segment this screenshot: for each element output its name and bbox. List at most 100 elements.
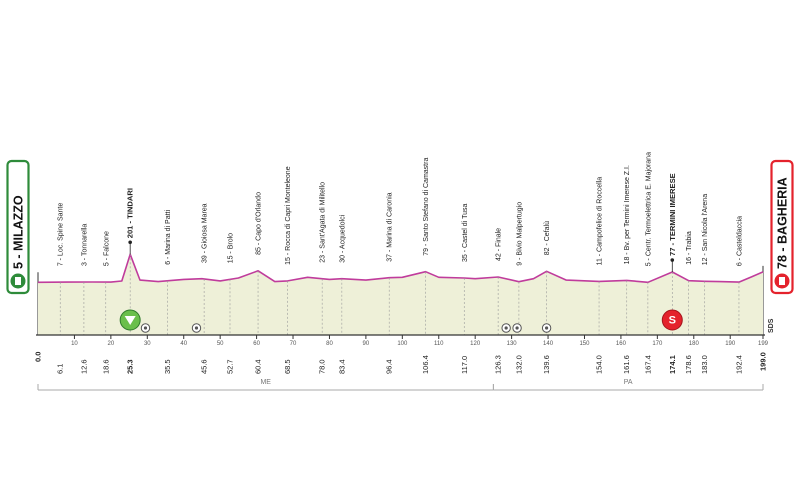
markers-layer: S: [119, 309, 683, 333]
waypoint-label: 79 - Santo Stefano di Camastra: [423, 158, 430, 256]
waypoint-label: 15 - Brolo: [227, 233, 234, 263]
finish-location-box: [770, 159, 794, 295]
waypoint-km-label: 60.4: [254, 359, 263, 374]
feed-zone-icon-center: [504, 326, 508, 330]
scale-tick-label: 120: [470, 341, 481, 347]
scale-tick-label: 10: [71, 341, 78, 347]
province-label: ME: [260, 379, 271, 386]
waypoint-km-label: 12.6: [79, 359, 88, 374]
start-location-box: [6, 159, 30, 295]
waypoint-km-label: 161.6: [622, 355, 631, 374]
finish-location-label: 78 - BAGHERIA: [776, 177, 790, 269]
profile-layer: [37, 253, 764, 335]
start-location-label: 5 - MILAZZO: [12, 195, 26, 269]
waypoint-km-label: 126.3: [494, 355, 503, 374]
waypoint-km-label: 35.5: [163, 359, 172, 374]
profile-area: [38, 254, 763, 335]
scale-tick-label: 50: [217, 341, 224, 347]
profile-line: [37, 253, 764, 284]
waypoint-km-label: 154.0: [595, 355, 604, 374]
feed-zone-icon-center: [544, 326, 549, 330]
waypoint-km-label: 132.0: [514, 355, 523, 374]
scale-tick-label: 150: [579, 341, 590, 347]
waypoint-label: 6 - Casteldaccia: [736, 216, 743, 266]
scale-tick-label: 90: [363, 341, 370, 347]
feed-zone-icon-center: [515, 326, 519, 330]
waypoint-km-label: 167.4: [643, 355, 652, 374]
start-flag-icon-glyph: [15, 277, 21, 285]
waypoint-dot: [128, 240, 132, 245]
waypoint-label: 11 - Campofelice di Roccella: [597, 177, 604, 266]
finish-location: 78 - BAGHERIA: [770, 159, 794, 295]
scale-tick-label: 70: [290, 341, 297, 347]
waypoint-label: 23 - Sant'Agata di Militello: [320, 182, 327, 263]
scale-tick-label: 80: [326, 341, 333, 347]
waypoint-km-label: 106.4: [421, 355, 430, 374]
waypoint-label: 12 - San Nicola l'Arena: [702, 194, 709, 265]
waypoint-km-label: 174.1: [668, 355, 677, 374]
waypoint-label: 30 - Acquedolci: [339, 214, 346, 262]
sds-label: SDS: [768, 318, 775, 333]
waypoint-km-label: 78.0: [318, 359, 327, 374]
waypoint-label: 6 - Marina di Patti: [165, 210, 172, 265]
feed-zone-icon-center: [194, 326, 199, 330]
scale-tick-label: 110: [434, 341, 444, 347]
waypoint-km-label: 192.4: [734, 355, 743, 374]
waypoint-km-label: 96.4: [385, 359, 394, 374]
waypoint-km-label: 52.7: [225, 359, 234, 374]
waypoint-label-major: 77 - TERMINI IMERESE: [668, 173, 677, 256]
waypoint-label: 9 - Bivio Malpertugio: [516, 202, 523, 266]
scale-tick-label: 100: [397, 341, 408, 347]
scale-tick-label: 180: [689, 341, 700, 347]
waypoint-label: 16 - Trabia: [686, 231, 693, 265]
scale-tick-label: 170: [652, 341, 663, 347]
waypoint-km-label: 18.6: [101, 359, 110, 374]
scale-tick-label: 20: [108, 341, 115, 347]
waypoint-km-label: 45.6: [200, 359, 209, 374]
waypoint-label: 18 - Bv. per Termini Imerese Z.I.: [624, 165, 631, 264]
axis-layer: 10 20 30 40 50 60 70 80 90 100 110 120 130 140 150 160 1…: [34, 334, 769, 371]
scale-tick-label: 40: [180, 341, 187, 347]
waypoint-km-label: 25.3: [126, 359, 135, 374]
start-km-label: 0.0: [34, 352, 43, 362]
scale-tick-label: 190: [725, 341, 736, 347]
waypoint-dot: [670, 258, 675, 262]
start-location: 5 - MILAZZO: [6, 159, 30, 295]
waypoint-label: 5 - Falcone: [103, 231, 110, 266]
scale-tick-label: 60: [253, 341, 260, 347]
waypoint-label: 15 - Rocca di Capri Monteleone: [285, 166, 292, 265]
waypoint-label-major: 201 - TINDARI: [126, 188, 135, 238]
start-finish-layer: 5 - MILAZZO 78 - BAGHERIA SDS: [6, 159, 794, 333]
province-label: PA: [624, 379, 633, 386]
waypoints-layer: 7 - Loc. Spine Sante 6.1 3 - Tonnarella 12.…: [56, 152, 744, 374]
waypoint-label: 37 - Marina di Caronia: [387, 192, 394, 261]
waypoint-km-label: 183.0: [700, 355, 709, 374]
waypoint-label: 5 - Centr. Termoelettrica E. Majorana: [645, 152, 652, 266]
waypoint-label: 3 - Tonnarella: [81, 224, 88, 266]
waypoint-km-label: 139.6: [542, 355, 551, 374]
finish-km-label: 199.0: [759, 352, 768, 371]
waypoint-label: 85 - Capo d'Orlando: [256, 192, 263, 255]
gpm-triangle: [124, 316, 136, 325]
intermediate-sprint-icon: [661, 309, 683, 331]
waypoint-km-label: 6.1: [56, 364, 65, 374]
sprint-marker-label: S: [669, 315, 676, 327]
provinces-layer: ME PA: [37, 379, 764, 391]
feed-zone-icon-center: [143, 326, 148, 330]
waypoint-label: 39 - Gioiosa Marea: [202, 203, 209, 263]
waypoint-label: 42 - Finale: [496, 228, 503, 261]
waypoint-label: 7 - Loc. Spine Sante: [58, 203, 65, 267]
finish-flag-icon-glyph: [779, 277, 785, 285]
waypoint-km-label: 68.5: [283, 359, 292, 374]
scale-tick-label: 160: [616, 341, 627, 347]
scale-tick-label: 30: [144, 341, 151, 347]
waypoint-km-label: 117.0: [460, 356, 469, 374]
waypoint-label: 35 - Castel di Tusa: [462, 204, 469, 262]
waypoint-km-label: 178.6: [684, 355, 693, 374]
waypoint-km-label: 83.4: [337, 359, 346, 374]
scale-tick-label: 130: [507, 341, 518, 347]
waypoint-label: 82 - Cefalù: [544, 221, 551, 255]
scale-tick-label: 140: [543, 341, 554, 347]
